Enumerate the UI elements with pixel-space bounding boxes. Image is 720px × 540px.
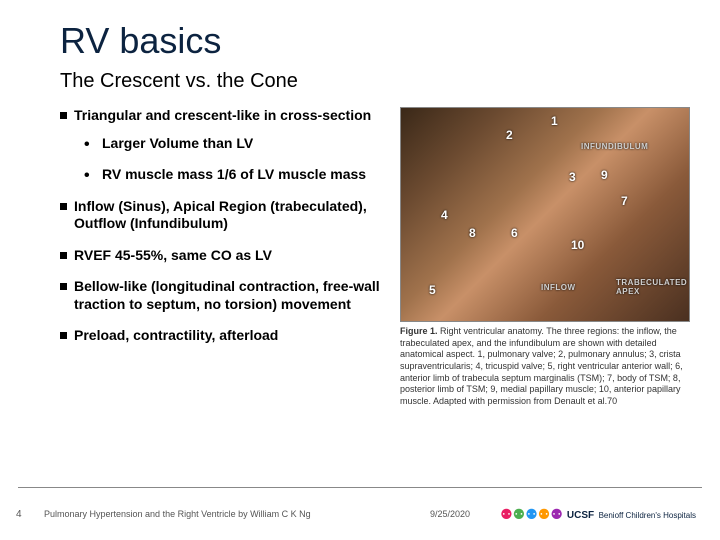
bullet-text: Triangular and crescent-like in cross-se… (74, 107, 371, 123)
anatomy-marker: 3 (569, 170, 576, 184)
bullet-item: Inflow (Sinus), Apical Region (trabecula… (60, 198, 388, 233)
figure-column: 1 2 3 4 5 6 7 8 9 10 INFUNDIBULUM INFLOW… (400, 107, 690, 408)
ucsf-text: UCSF (567, 510, 594, 521)
bullet-item: Bellow-like (longitudinal contraction, f… (60, 278, 388, 313)
logo-text: UCSF Benioff Children's Hospitals (567, 505, 696, 523)
footer-date: 9/25/2020 (430, 509, 470, 519)
anatomy-marker: 2 (506, 128, 513, 142)
benioff-text: Benioff Children's Hospitals (599, 511, 696, 520)
footer-logo: ⚉ ⚉ ⚉ ⚉ ⚉ UCSF Benioff Children's Hospit… (500, 505, 696, 523)
anatomy-label: INFUNDIBULUM (581, 142, 648, 151)
bullet-item: Triangular and crescent-like in cross-se… (60, 107, 388, 184)
bullet-column: Triangular and crescent-like in cross-se… (60, 107, 388, 408)
footer: 4 Pulmonary Hypertension and the Right V… (0, 488, 720, 540)
figure: 1 2 3 4 5 6 7 8 9 10 INFUNDIBULUM INFLOW… (400, 107, 690, 408)
caption-bold: Figure 1. (400, 326, 438, 336)
sub-bullet-item: Larger Volume than LV (84, 135, 388, 153)
anatomy-marker: 4 (441, 208, 448, 222)
anatomy-marker: 8 (469, 226, 476, 240)
page-number: 4 (16, 509, 44, 520)
anatomy-marker: 6 (511, 226, 518, 240)
caption-text: Right ventricular anatomy. The three reg… (400, 326, 683, 406)
sub-bullet-item: RV muscle mass 1/6 of LV muscle mass (84, 166, 388, 184)
slide: RV basics The Crescent vs. the Cone Tria… (0, 0, 720, 540)
bullet-item: RVEF 45-55%, same CO as LV (60, 247, 388, 265)
anatomy-label: TRABECULATED APEX (616, 278, 686, 296)
content-row: Triangular and crescent-like in cross-se… (60, 107, 690, 408)
slide-title: RV basics (60, 20, 690, 62)
anatomy-marker: 7 (621, 194, 628, 208)
slide-subtitle: The Crescent vs. the Cone (60, 70, 690, 93)
anatomy-label: INFLOW (541, 283, 576, 292)
kids-icon: ⚉ ⚉ ⚉ ⚉ ⚉ (500, 507, 563, 521)
anatomy-marker: 10 (571, 238, 584, 252)
figure-caption: Figure 1. Right ventricular anatomy. The… (400, 326, 690, 408)
bullet-item: Preload, contractility, afterload (60, 327, 388, 345)
anatomy-marker: 5 (429, 283, 436, 297)
anatomy-marker: 9 (601, 168, 608, 182)
anatomy-image: 1 2 3 4 5 6 7 8 9 10 INFUNDIBULUM INFLOW… (400, 107, 690, 322)
footer-title: Pulmonary Hypertension and the Right Ven… (44, 509, 430, 519)
anatomy-marker: 1 (551, 114, 558, 128)
